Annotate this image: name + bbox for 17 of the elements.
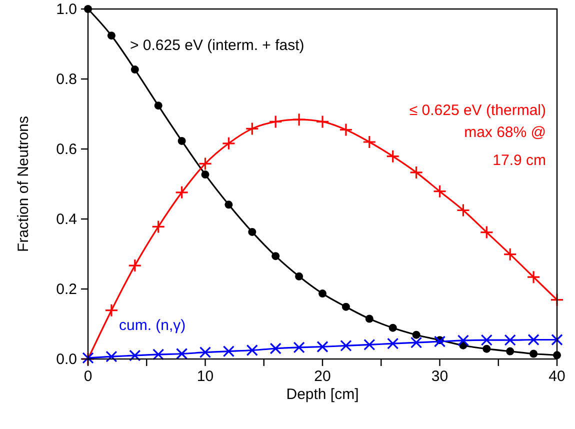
x-tick-label: 30 xyxy=(431,368,448,385)
x-tick-label: 20 xyxy=(314,368,331,385)
x-axis-title: Depth [cm] xyxy=(286,386,359,403)
y-tick-label: 0.2 xyxy=(56,281,77,298)
y-tick-label: 0.8 xyxy=(56,71,77,88)
x-tick-label: 40 xyxy=(548,368,566,385)
y-axis-title: Fraction of Neutrons xyxy=(15,116,32,252)
series-label: cum. (n,γ) xyxy=(119,317,186,334)
y-tick-label: 0.0 xyxy=(56,351,77,368)
y-tick-label: 0.6 xyxy=(56,141,77,158)
series-label: > 0.625 eV (interm. + fast) xyxy=(130,37,304,54)
y-tick-label: 1.0 xyxy=(56,1,77,18)
annotation: max 68% @ 17.9 cm xyxy=(464,124,546,169)
x-tick-label: 0 xyxy=(84,368,92,385)
text: ≤ 0.625 eV (thermal) xyxy=(409,102,546,119)
x-tick-label: 10 xyxy=(196,368,214,385)
y-tick-label: 0.4 xyxy=(56,211,77,228)
